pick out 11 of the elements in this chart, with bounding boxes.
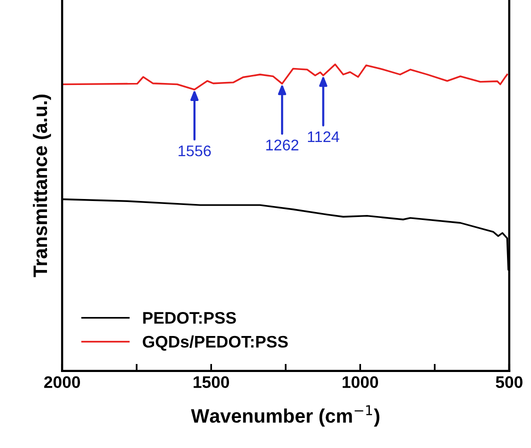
x-tick-label: 1000 — [342, 376, 378, 388]
x-tick-label: 1500 — [194, 376, 230, 388]
x-axis-title: Wavenumber (cm$^{−1}$) — [191, 405, 380, 427]
annotation: 1124 — [308, 131, 340, 142]
annotation: 1556 — [178, 145, 211, 156]
legend-label: PEDOT:PSS — [143, 312, 236, 324]
annotation: 1262 — [266, 140, 298, 150]
x-tick-label: 500 — [496, 376, 522, 388]
legend-label: GQDs/PEDOT:PSS — [142, 335, 288, 351]
x-tick-label: 2000 — [44, 376, 80, 388]
y-axis-title: Transmittance (a.u.) — [32, 94, 52, 278]
